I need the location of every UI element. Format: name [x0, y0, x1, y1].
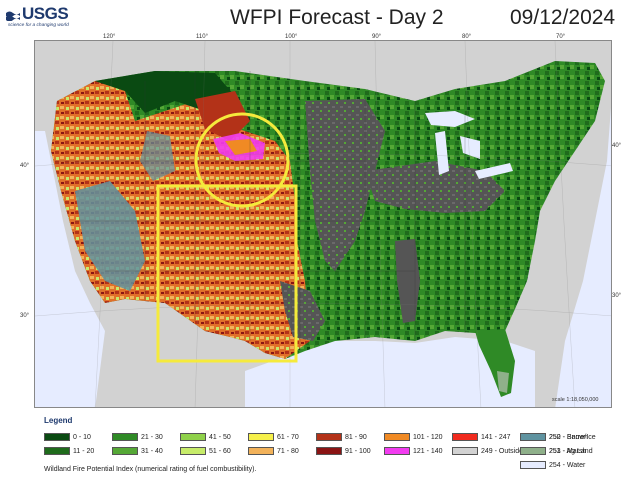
legend-swatch	[452, 433, 478, 441]
lon-label-70: 70°	[556, 34, 566, 40]
legend-footnote: Wildland Fire Potential Index (numerical…	[44, 466, 257, 473]
legend-swatch	[44, 447, 70, 455]
legend-item: 51 - 60	[180, 446, 231, 456]
logo-tagline: science for a changing world	[8, 23, 69, 28]
atlantic-ocean	[555, 107, 611, 407]
legend-swatch	[316, 447, 342, 455]
legend-item: 141 - 247	[452, 432, 511, 442]
legend-label: 11 - 20	[73, 447, 95, 455]
legend-item: 252 - Barren	[520, 432, 588, 442]
legend-item: 121 - 140	[384, 446, 443, 456]
legend-item: 91 - 100	[316, 446, 371, 456]
legend-item: 81 - 90	[316, 432, 367, 442]
legend-label: 21 - 30	[141, 433, 163, 441]
legend-swatch	[520, 433, 546, 441]
map-title: WFPI Forecast - Day 2	[230, 6, 444, 29]
legend-item: 254 - Water	[520, 460, 585, 470]
barren-area-great-basin	[75, 181, 145, 291]
lake-erie	[475, 163, 513, 179]
legend-swatch	[316, 433, 342, 441]
legend-label: 141 - 247	[481, 433, 511, 441]
lat-label-40-left: 40°	[20, 163, 30, 169]
legend-item: 71 - 80	[248, 446, 299, 456]
legend-item: 61 - 70	[248, 432, 299, 442]
legend-item: 249 - Outside US	[452, 446, 535, 456]
lake-superior	[425, 111, 475, 127]
lat-label-30-right: 30°	[612, 293, 622, 299]
legend-swatch	[112, 447, 138, 455]
lat-label-30-left: 30°	[20, 313, 30, 319]
lat-label-40-right: 40°	[612, 143, 622, 149]
legend-label: 253 - Marsh	[549, 447, 587, 455]
legend-label: 252 - Barren	[549, 433, 588, 441]
legend-item: 31 - 40	[112, 446, 163, 456]
lon-label-90: 90°	[372, 34, 382, 40]
legend-swatch	[520, 461, 546, 469]
usgs-logo: USGS science for a changing world	[6, 4, 82, 30]
lon-label-100: 100°	[285, 34, 298, 40]
legend-label: 250 - Snow/Ice	[549, 433, 596, 441]
legend-item: 0 - 10	[44, 432, 91, 442]
legend-swatch	[44, 433, 70, 441]
ag-land-texas	[280, 281, 325, 341]
legend-swatch	[452, 447, 478, 455]
legend-label: 61 - 70	[277, 433, 299, 441]
lon-label-110: 110°	[196, 34, 208, 40]
header: USGS science for a changing world WFPI F…	[0, 0, 640, 34]
legend-label: 51 - 60	[209, 447, 231, 455]
lon-label-120: 120°	[103, 34, 116, 40]
highlight-circle	[194, 112, 290, 208]
legend-item: 41 - 50	[180, 432, 231, 442]
legend-label: 31 - 40	[141, 447, 163, 455]
map-canvas	[35, 41, 611, 407]
legend-item: 21 - 30	[112, 432, 163, 442]
lake-michigan	[435, 131, 449, 175]
legend-item: 11 - 20	[44, 446, 94, 456]
hotspot-core	[225, 139, 257, 155]
map-scale: scale 1:18,050,000	[552, 397, 599, 403]
legend-label: 91 - 100	[345, 447, 371, 455]
legend-swatch	[180, 447, 206, 455]
legend-label: 101 - 120	[413, 433, 443, 441]
legend-swatch	[384, 447, 410, 455]
barren-area-idaho	[140, 131, 175, 181]
legend-label: 41 - 50	[209, 433, 231, 441]
everglades-marsh	[497, 371, 509, 393]
legend-swatch	[248, 447, 274, 455]
legend-label: 71 - 80	[277, 447, 299, 455]
legend-label: 249 - Outside US	[481, 447, 535, 455]
legend-swatch	[180, 433, 206, 441]
wfpi-map	[34, 40, 612, 408]
logo-text: USGS	[22, 4, 69, 23]
legend-label: 81 - 90	[345, 433, 367, 441]
legend-title: Legend	[44, 416, 73, 425]
legend-swatch	[112, 433, 138, 441]
lon-label-80: 80°	[462, 34, 472, 40]
legend-swatch	[384, 433, 410, 441]
legend-label: 251 - Ag Land	[549, 447, 593, 455]
legend-label: 254 - Water	[549, 461, 586, 469]
gulf-of-mexico	[245, 337, 535, 407]
legend-swatch	[520, 447, 546, 455]
usgs-wave-icon	[6, 11, 20, 21]
legend-swatch	[248, 433, 274, 441]
pacific-ocean	[35, 131, 105, 407]
legend-label: 0 - 10	[73, 433, 91, 441]
highlight-rectangle	[156, 184, 298, 363]
legend-item: 253 - Marsh	[520, 446, 586, 456]
legend-label: 121 - 140	[413, 447, 443, 455]
ag-land-mississippi-delta	[395, 239, 420, 323]
forecast-date: 09/12/2024	[510, 6, 616, 29]
legend-item: 101 - 120	[384, 432, 443, 442]
